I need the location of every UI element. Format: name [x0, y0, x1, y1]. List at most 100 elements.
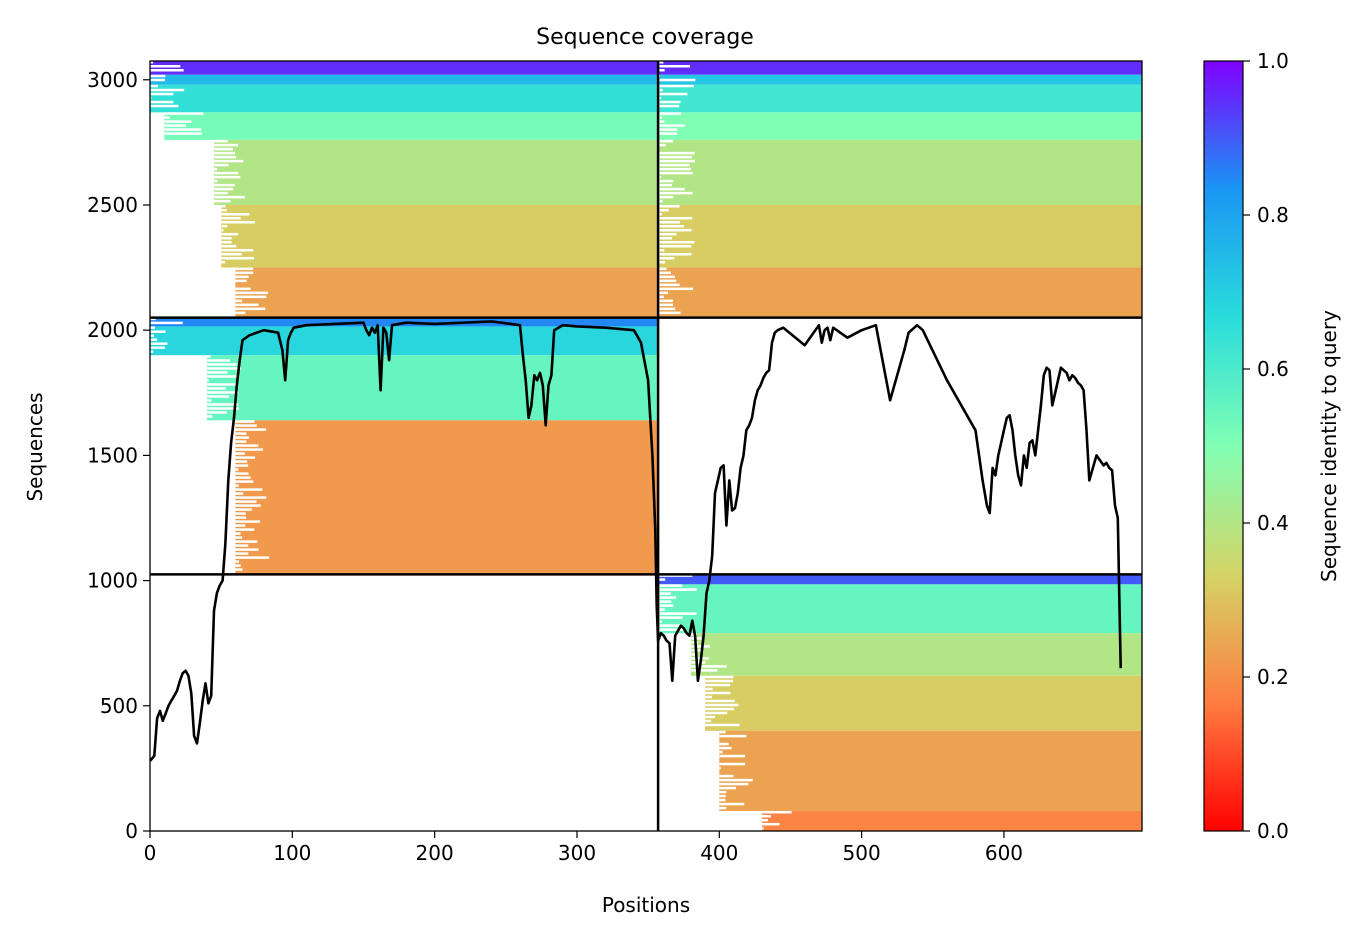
- coverage-block-3: [150, 317, 659, 575]
- gap-streak: [761, 810, 792, 814]
- gap-streak: [705, 687, 713, 691]
- gap-streak: [235, 552, 249, 555]
- gap-streak: [719, 794, 726, 798]
- gap-streak: [221, 228, 224, 232]
- gap-streak: [658, 287, 694, 291]
- gap-streak: [214, 183, 235, 187]
- gap-streak: [164, 112, 204, 115]
- gap-streak: [658, 244, 692, 248]
- gap-streak: [658, 578, 666, 581]
- gap-streak: [658, 191, 693, 195]
- gap-streak: [214, 191, 228, 195]
- gap-streak: [658, 212, 662, 216]
- gap-streak: [705, 683, 731, 687]
- gap-streak: [705, 711, 728, 715]
- gap-streak: [658, 179, 674, 183]
- gap-streak: [150, 88, 185, 92]
- gap-streak: [658, 295, 664, 299]
- gap-streak: [658, 283, 680, 287]
- gap-streak: [164, 120, 192, 123]
- gap-streak: [658, 96, 662, 100]
- gap-streak: [658, 307, 676, 311]
- gap-streak: [150, 346, 165, 349]
- gap-streak: [658, 92, 688, 96]
- gap-streak: [235, 295, 267, 299]
- gap-streak: [235, 484, 239, 487]
- gap-streak: [658, 112, 681, 115]
- colorbar-label: Sequence identity to query: [1317, 310, 1341, 582]
- gap-streak: [658, 65, 690, 68]
- gap-streak: [719, 798, 726, 802]
- gap-streak: [235, 456, 256, 459]
- colorbar: 0.0 0.2 0.4 0.6 0.8 1.0: [1203, 49, 1289, 843]
- gap-streak: [235, 299, 243, 303]
- gap-streak: [658, 256, 675, 260]
- gap-streak: [719, 746, 732, 750]
- gap-streak: [658, 271, 671, 275]
- gap-streak: [658, 279, 677, 283]
- identity-band: [658, 84, 1142, 113]
- gap-streak: [235, 311, 246, 315]
- gap-streak: [235, 468, 239, 471]
- gap-streak: [206, 391, 239, 394]
- gap-streak: [658, 120, 665, 123]
- gap-streak: [235, 508, 252, 511]
- gap-streak: [658, 299, 674, 303]
- gap-streak: [150, 78, 165, 82]
- identity-band: [150, 84, 659, 113]
- gap-streak: [150, 326, 155, 329]
- gap-streak: [719, 782, 749, 786]
- gap-streak: [164, 128, 202, 131]
- gap-streak: [221, 220, 255, 224]
- colorbar-tick-label: 0.0: [1257, 819, 1289, 843]
- gap-streak: [719, 806, 727, 810]
- identity-band: [150, 61, 659, 75]
- x-tick-label: 100: [273, 841, 311, 865]
- gap-streak: [235, 420, 255, 423]
- gap-streak: [719, 766, 721, 770]
- gap-streak: [221, 256, 255, 260]
- y-tick-label: 2500: [87, 193, 138, 217]
- gap-streak: [214, 147, 234, 151]
- gap-streak: [658, 584, 683, 587]
- gap-streak: [221, 216, 241, 220]
- gap-streak: [719, 734, 747, 738]
- gap-streak: [761, 822, 780, 826]
- gap-streak: [761, 814, 771, 818]
- gap-streak: [658, 588, 697, 591]
- gap-streak: [235, 448, 263, 451]
- identity-band: [705, 675, 1142, 731]
- gap-streak: [235, 544, 249, 547]
- gap-streak: [206, 387, 226, 390]
- gap-streak: [235, 492, 244, 495]
- gap-streak: [214, 179, 218, 183]
- coverage-block-4: [658, 574, 1142, 831]
- gap-streak: [221, 204, 226, 208]
- gap-streak: [235, 504, 261, 507]
- x-axis: 0 100 200 300 400 500 600: [144, 831, 1023, 865]
- gap-streak: [235, 472, 249, 475]
- gap-streak: [235, 271, 254, 275]
- gap-streak: [214, 155, 237, 159]
- gap-streak: [206, 383, 237, 386]
- identity-band: [235, 420, 659, 575]
- gap-streak: [235, 548, 259, 551]
- gap-streak: [150, 65, 181, 68]
- coverage-block-1: [150, 61, 659, 318]
- gap-streak: [235, 464, 249, 467]
- colorbar-tick-label: 0.8: [1257, 203, 1289, 227]
- gap-streak: [150, 338, 158, 341]
- coverage-heatmap: [150, 61, 1142, 831]
- gap-streak: [235, 287, 251, 291]
- gap-streak: [150, 334, 155, 337]
- gap-streak: [235, 528, 255, 531]
- gap-streak: [658, 232, 677, 236]
- gap-streak: [690, 665, 727, 668]
- gap-streak: [235, 564, 241, 567]
- gap-streak: [690, 653, 698, 656]
- y-tick-label: 1000: [87, 569, 138, 593]
- gap-streak: [214, 175, 241, 179]
- gap-streak: [235, 488, 263, 491]
- coverage-block-2: [658, 61, 1142, 318]
- gap-streak: [235, 500, 257, 503]
